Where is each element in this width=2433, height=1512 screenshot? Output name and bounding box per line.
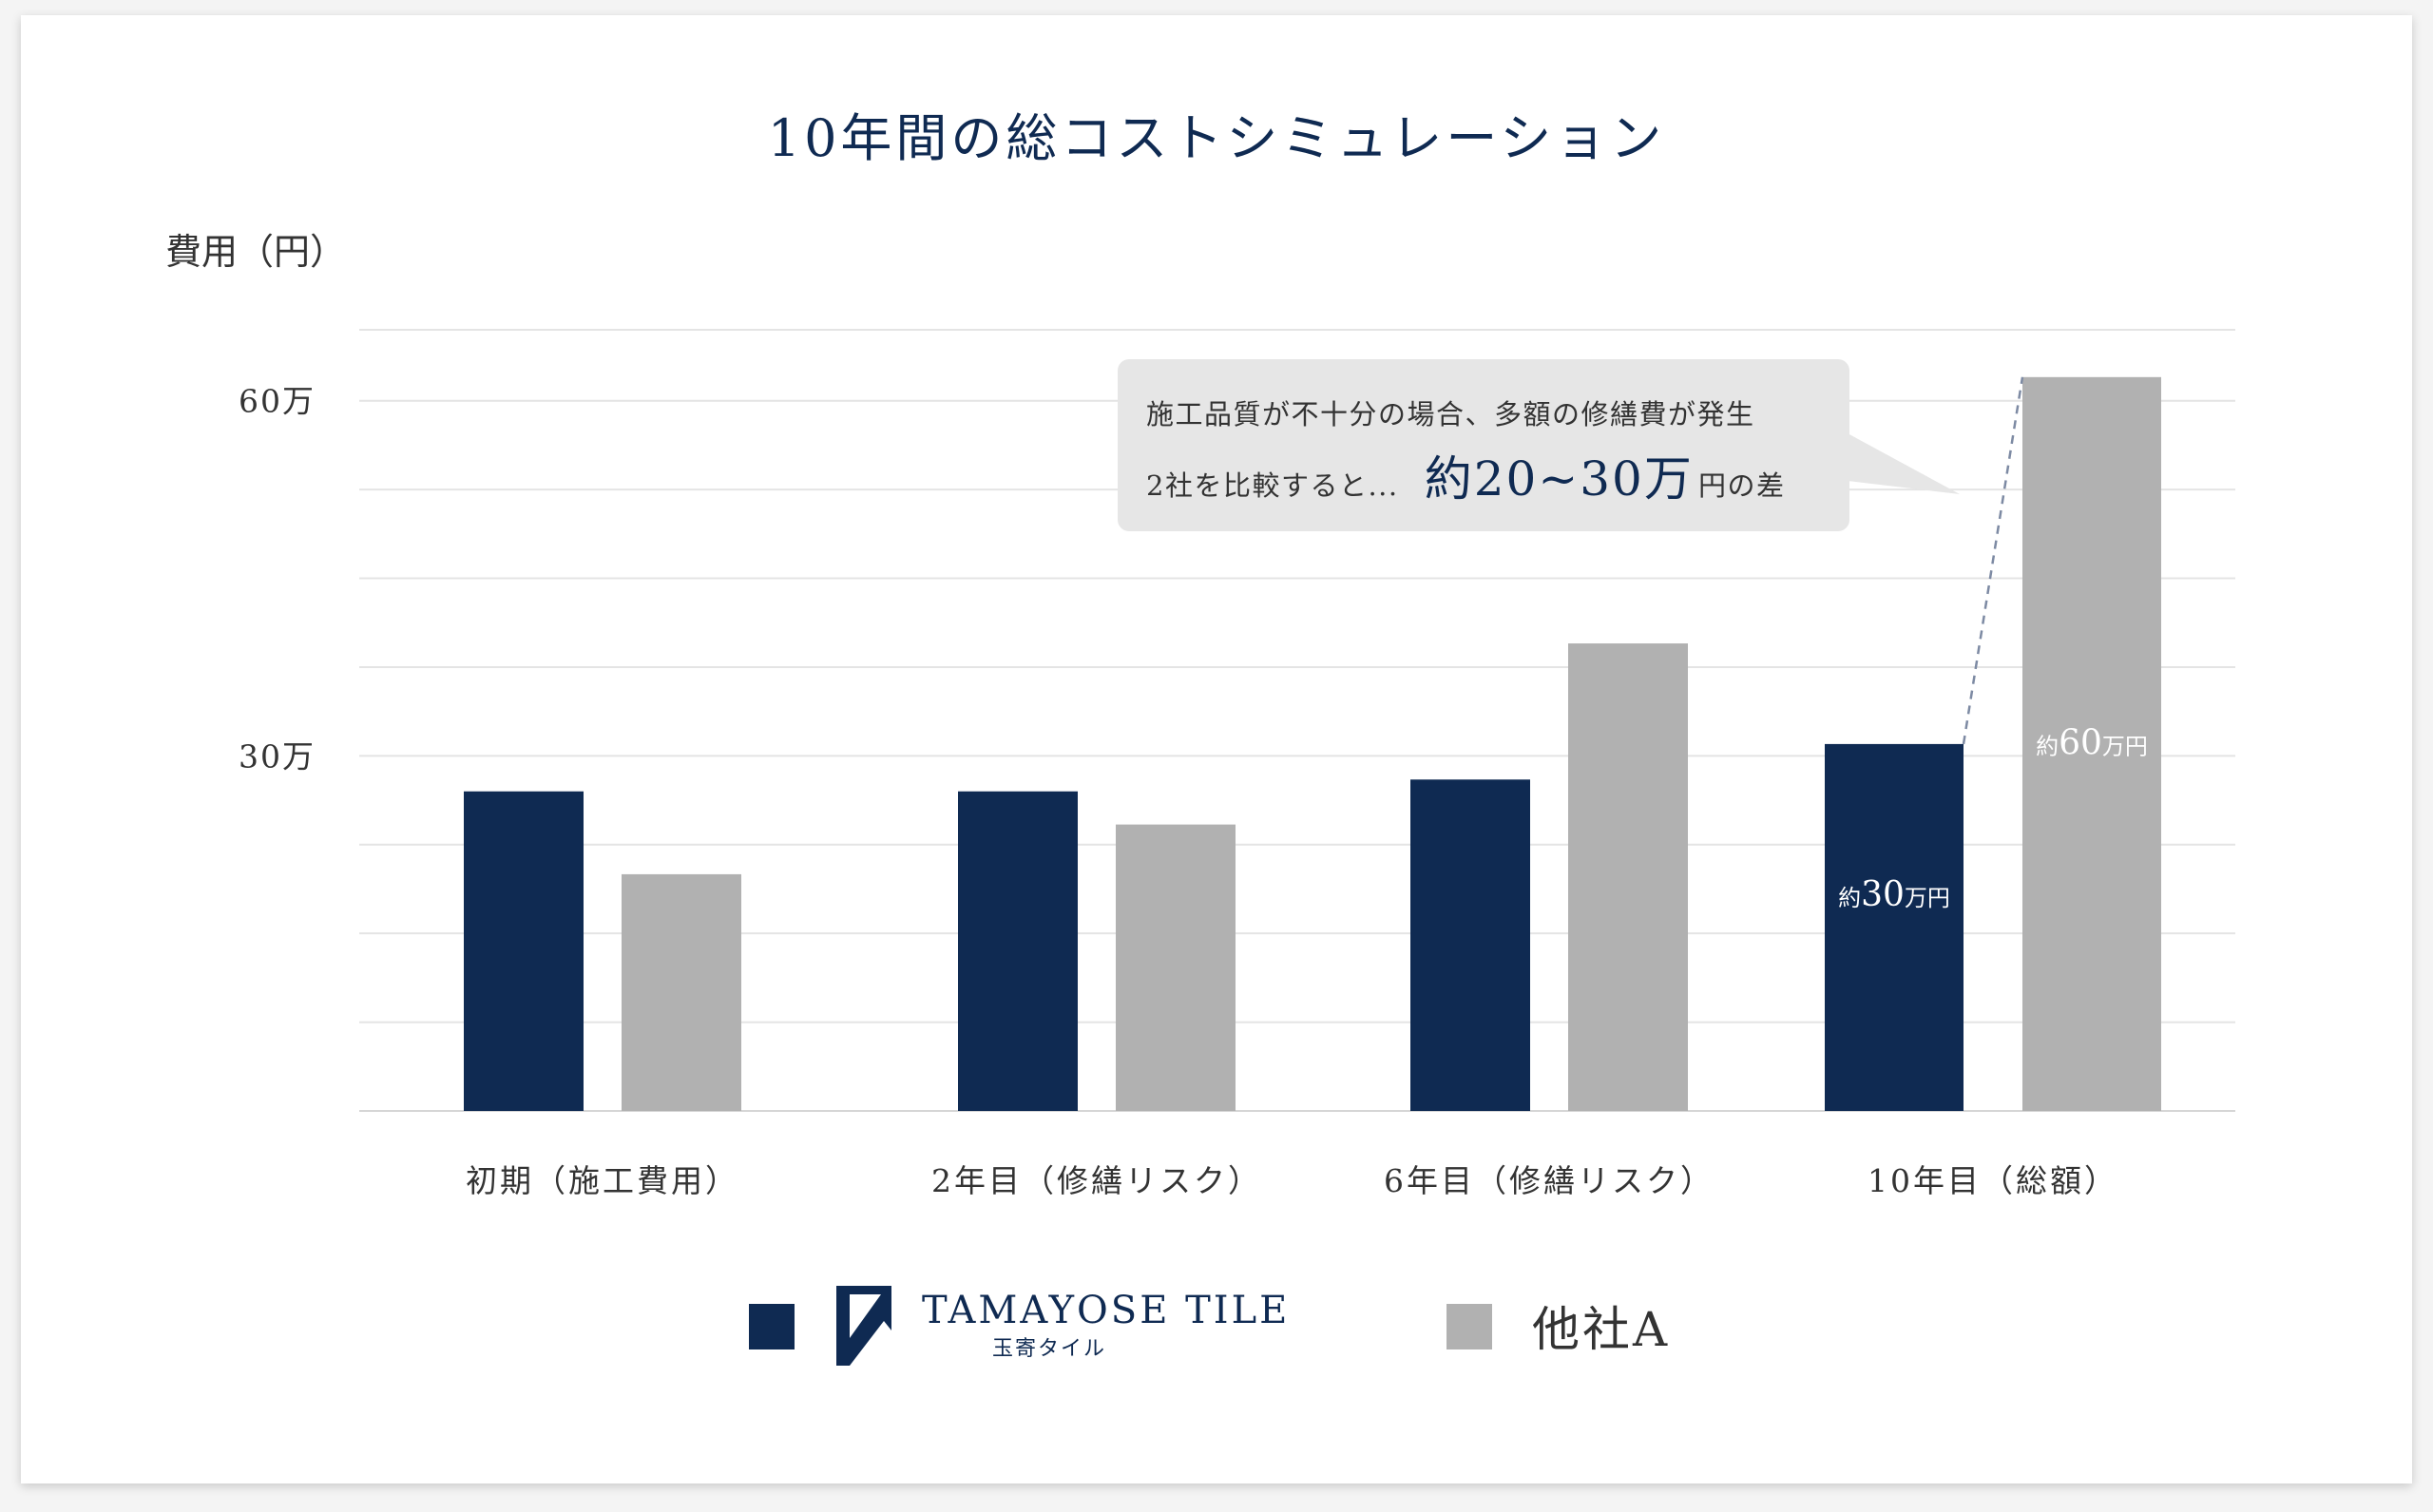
y-tick-label: 60万 [239,383,316,420]
chart-card: 10年間の総コストシミュレーション 費用（円） 30万 60万 初期（施工費用） 2… [21,15,2412,1483]
bar-tamayose [1825,743,1964,1111]
bar-tamayose [958,791,1078,1111]
legend: TAMAYOSE TILE 玉寄タイル 他社A [749,1286,1670,1366]
bar-competitor [622,873,741,1111]
bar-value-label: 約60万円 [2036,723,2148,762]
bar-tamayose [1410,779,1530,1111]
x-tick-label: 初期（施工費用） [466,1162,739,1199]
bars-layer [464,376,2161,1111]
callout-line-2-prefix: 2社を比較すると... [1146,469,1399,502]
x-axis-labels: 初期（施工費用） 2年目（修繕リスク） 6年目（修繕リスク） 10年目（総額） [466,1162,2118,1199]
legend-label-competitor: 他社A [1532,1302,1670,1357]
callout-line-1: 施工品質が不十分の場合、多額の修繕費が発生 [1146,398,1755,431]
annotation-callout: 施工品質が不十分の場合、多額の修繕費が発生 2社を比較すると... 約20~30… [1118,359,1960,531]
bar-tamayose [464,791,584,1111]
legend-swatch-tamayose [749,1304,795,1349]
callout-line-2-suffix: 円の差 [1698,469,1786,502]
callout-line-2: 2社を比較すると... 約20~30万 円の差 [1146,451,1785,507]
x-tick-label: 6年目（修繕リスク） [1384,1162,1715,1199]
bar-competitor [1116,824,1236,1111]
chart-svg: 10年間の総コストシミュレーション 費用（円） 30万 60万 初期（施工費用） 2… [165,108,2235,1366]
legend-sub-tamayose: 玉寄タイル [992,1337,1106,1361]
chart-title: 10年間の総コストシミュレーション [768,108,1666,168]
bar-competitor [2022,376,2161,1111]
difference-connector-line [1962,376,2024,745]
callout-pointer [1848,433,1960,494]
legend-swatch-competitor [1446,1304,1492,1349]
legend-label-tamayose: TAMAYOSE TILE [922,1289,1290,1332]
y-axis-ticks: 30万 60万 [239,383,316,775]
callout-emphasis: 約20~30万 [1425,451,1694,507]
y-tick-label: 30万 [239,737,316,775]
callout-box [1118,359,1849,531]
bar-competitor [1568,643,1688,1111]
tamayose-logo-icon [836,1286,891,1366]
bar-value-labels: 約30万円 約60万円 [1838,723,2148,914]
x-tick-label: 10年目（総額） [1868,1162,2118,1199]
bar-value-label: 約30万円 [1838,875,1950,914]
y-axis-label: 費用（円） [165,231,346,273]
x-tick-label: 2年目（修繕リスク） [931,1162,1262,1199]
